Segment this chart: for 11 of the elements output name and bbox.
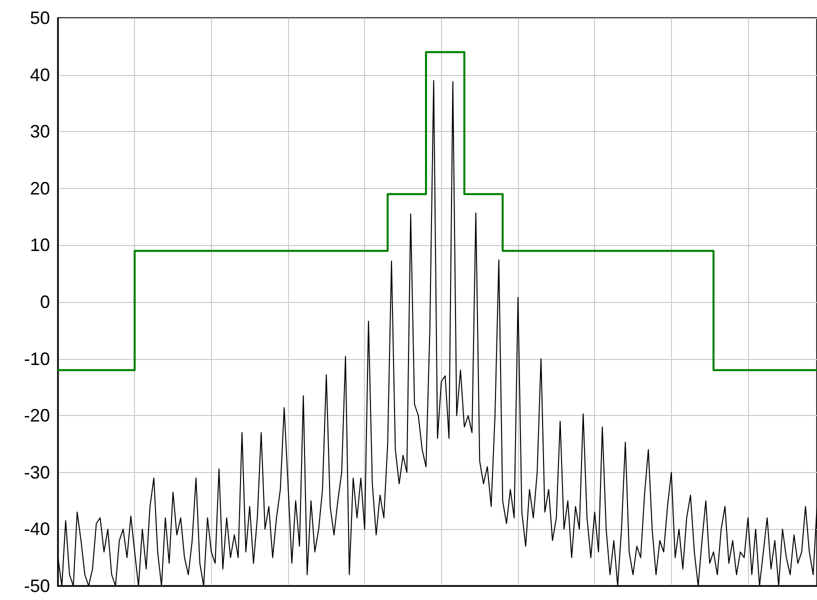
y-tick-label: 20 [30, 178, 50, 198]
y-tick-label: 0 [40, 292, 50, 312]
y-tick-label: -20 [24, 406, 50, 426]
y-tick-label: 50 [30, 8, 50, 28]
y-tick-label: -40 [24, 519, 50, 540]
y-tick-label: -50 [24, 576, 50, 596]
y-tick-label: 40 [30, 64, 50, 85]
y-tick-label: -30 [24, 462, 50, 482]
y-tick-label: 10 [30, 235, 50, 256]
y-tick-label: 30 [30, 122, 50, 142]
y-tick-label: -10 [24, 348, 50, 369]
